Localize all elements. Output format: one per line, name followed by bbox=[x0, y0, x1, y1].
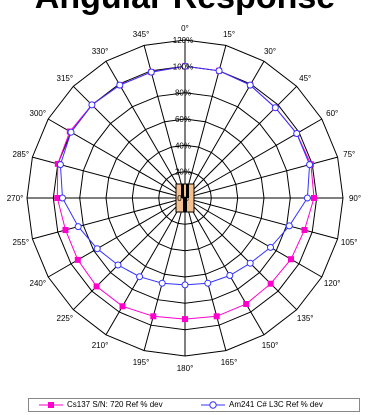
angle-label-0: 0° bbox=[181, 24, 189, 33]
series-1-point-315 bbox=[88, 101, 96, 109]
grid-spoke-195 bbox=[143, 197, 186, 351]
grid-spoke-165 bbox=[184, 197, 227, 351]
angle-label-300: 300° bbox=[30, 109, 47, 118]
radial-tick-label-120: 120% bbox=[173, 36, 193, 45]
series-1-point-180 bbox=[181, 281, 189, 289]
grid-spoke-210 bbox=[105, 197, 186, 336]
grid-spoke-45 bbox=[184, 85, 298, 199]
grid-spoke-120 bbox=[184, 197, 323, 278]
angle-label-285: 285° bbox=[13, 150, 30, 159]
angle-label-345: 345° bbox=[133, 30, 150, 39]
angle-label-195: 195° bbox=[133, 358, 150, 367]
angle-label-120: 120° bbox=[324, 279, 341, 288]
radial-tick-label-100: 100% bbox=[173, 62, 193, 71]
legend-label-cs137: Cs137 S/N: 720 Ref % dev bbox=[67, 400, 163, 409]
series-layer bbox=[54, 62, 317, 323]
series-0-point-240 bbox=[74, 256, 81, 263]
series-1-point-30 bbox=[246, 81, 254, 89]
angle-label-225: 225° bbox=[57, 314, 74, 323]
series-1-point-345 bbox=[147, 68, 155, 76]
grid-spoke-105 bbox=[184, 197, 338, 240]
series-0-point-180 bbox=[182, 316, 188, 323]
series-0-point-225 bbox=[93, 283, 100, 290]
series-0-point-270 bbox=[54, 195, 61, 201]
grid-spoke-330 bbox=[105, 60, 186, 199]
detector-icon bbox=[175, 183, 195, 213]
series-1-point-165 bbox=[204, 279, 212, 287]
angle-label-135: 135° bbox=[297, 314, 314, 323]
grid-spoke-150 bbox=[184, 197, 265, 336]
polar-chart: 0% 20% 40% 60% 80% 100% 120% 0° 15° 30° 45° 60° 75° 9… bbox=[7, 24, 361, 373]
series-1-point-240 bbox=[93, 245, 101, 253]
series-0-point-105 bbox=[301, 227, 308, 233]
series-1-point-90 bbox=[303, 194, 311, 202]
angle-label-180: 180° bbox=[177, 364, 194, 373]
radial-tick-label-60: 60% bbox=[175, 115, 191, 124]
series-1-point-120 bbox=[267, 243, 274, 251]
series-1-point-255 bbox=[74, 223, 82, 231]
series-1-point-75 bbox=[306, 161, 314, 169]
series-1-point-105 bbox=[285, 222, 293, 230]
series-0-point-195 bbox=[150, 313, 157, 320]
angle-label-240: 240° bbox=[30, 279, 47, 288]
angle-label-105: 105° bbox=[341, 238, 358, 247]
angle-label-150: 150° bbox=[262, 341, 279, 350]
grid-spoke-135 bbox=[184, 197, 298, 311]
grid-spoke-225 bbox=[72, 197, 186, 311]
legend-item-cs137: Cs137 S/N: 720 Ref % dev bbox=[37, 399, 187, 411]
angle-label-255: 255° bbox=[13, 238, 30, 247]
grid-spoke-30 bbox=[184, 60, 265, 199]
label-layer: 0% 20% 40% 60% 80% 100% 120% 0° 15° 30° 45° 60° 75° 9… bbox=[7, 24, 361, 373]
legend-item-am241: Am241 C# L3C Ref % dev bbox=[199, 399, 359, 411]
legend-marker-am241 bbox=[201, 401, 225, 409]
series-1-point-15 bbox=[215, 67, 223, 75]
series-1-point-270 bbox=[59, 194, 66, 202]
angle-label-45: 45° bbox=[299, 74, 311, 83]
radial-tick-label-80: 80% bbox=[175, 89, 191, 98]
radial-tick-label-20: 20% bbox=[175, 168, 191, 177]
series-1-point-195 bbox=[158, 279, 166, 287]
series-0-point-135 bbox=[267, 280, 274, 287]
radial-tick-label-40: 40% bbox=[175, 141, 191, 150]
series-0-point-150 bbox=[243, 301, 250, 307]
angle-label-75: 75° bbox=[343, 150, 355, 159]
series-1-point-0 bbox=[181, 62, 189, 70]
angle-label-60: 60° bbox=[326, 109, 338, 118]
series-1-point-60 bbox=[293, 130, 301, 137]
chart-title: Angular Response bbox=[0, 0, 370, 17]
series-1-point-45 bbox=[271, 104, 279, 112]
series-1-point-300 bbox=[67, 128, 75, 136]
angle-label-210: 210° bbox=[92, 341, 109, 350]
angle-label-270: 270° bbox=[7, 194, 24, 203]
angle-label-165: 165° bbox=[221, 358, 238, 367]
series-1-point-150 bbox=[226, 272, 234, 279]
series-0-point-255 bbox=[62, 227, 69, 233]
angle-label-330: 330° bbox=[92, 47, 109, 56]
angle-label-90: 90° bbox=[349, 194, 361, 203]
grid-spoke-75 bbox=[184, 156, 338, 199]
series-0-point-165 bbox=[213, 313, 220, 320]
grid-spoke-255 bbox=[32, 197, 186, 240]
series-1-point-135 bbox=[246, 259, 254, 267]
legend-label-am241: Am241 C# L3C Ref % dev bbox=[229, 400, 323, 409]
series-0-point-210 bbox=[119, 303, 126, 310]
legend: Cs137 S/N: 720 Ref % dev Am241 C# L3C Re… bbox=[28, 398, 360, 412]
series-1-point-330 bbox=[116, 81, 124, 89]
series-0-point-90 bbox=[311, 195, 317, 201]
legend-marker-cs137 bbox=[39, 402, 63, 408]
grid-spoke-60 bbox=[184, 118, 323, 199]
angle-label-15: 15° bbox=[223, 30, 235, 39]
angle-label-315: 315° bbox=[57, 74, 74, 83]
angle-label-30: 30° bbox=[264, 47, 276, 56]
radial-tick-label-0: 0% bbox=[177, 194, 189, 203]
series-1-point-210 bbox=[136, 273, 144, 281]
grid-spoke-240 bbox=[47, 197, 186, 278]
series-1-point-225 bbox=[114, 261, 122, 269]
series-1-point-285 bbox=[56, 161, 64, 169]
series-0-point-120 bbox=[288, 256, 294, 263]
